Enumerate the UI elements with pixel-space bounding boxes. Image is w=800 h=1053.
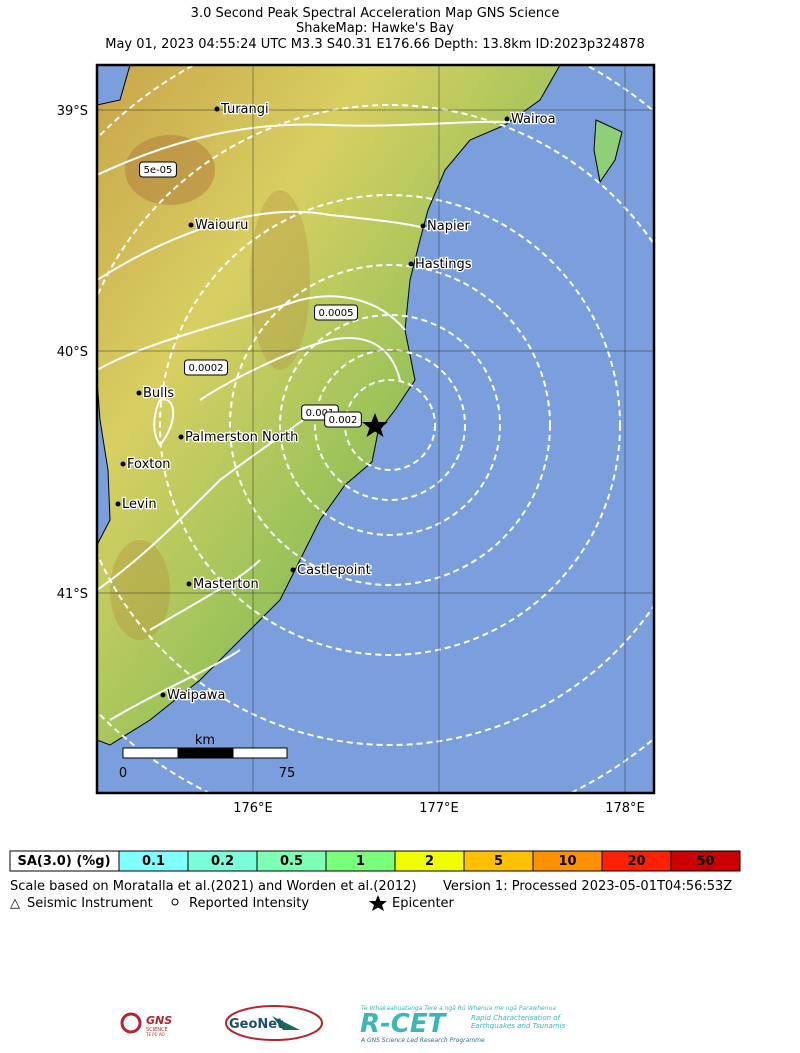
scale-bar: km 0 75 — [119, 733, 295, 781]
legend-swatch — [670, 850, 741, 872]
legend-label: 2 — [425, 854, 434, 869]
rcet-desc: Earthquakes and Tsunamis — [471, 1022, 566, 1030]
scale-label: 75 — [279, 766, 296, 781]
contour-label-box — [139, 161, 177, 178]
scale-segment — [122, 747, 179, 759]
city-dot — [120, 461, 126, 467]
city-dot — [408, 261, 414, 267]
rcet-footer: A GNS Science Led Research Programme — [360, 1037, 485, 1044]
contour-label: 0.002 — [329, 415, 358, 426]
gns-logo: TE PŪ AO — [145, 1032, 165, 1037]
city-dot — [420, 223, 426, 229]
legend-label: 1 — [356, 854, 365, 869]
legend-title: SA(3.0) (%g) — [17, 854, 110, 869]
city-dot — [136, 390, 142, 396]
graticule: 39°S 40°S 41°S 176°E 177°E 178°E — [57, 65, 654, 816]
scale-unit: km — [195, 733, 215, 748]
city-dot — [160, 692, 166, 698]
event-info: May 01, 2023 04:55:24 UTC M3.3 S40.31 E1… — [105, 37, 644, 52]
legend-label: 50 — [696, 854, 714, 869]
city-label: Hastings — [415, 257, 472, 272]
city-label: Napier — [427, 219, 471, 234]
contour-label-box — [184, 359, 228, 376]
version: Version 1: Processed 2023-05-01T04:56:53… — [443, 879, 732, 894]
lat-label: 40°S — [57, 345, 88, 360]
city-dot — [186, 581, 192, 587]
city-label: Waipawa — [167, 688, 225, 703]
legend: SA(3.0) (%g) 0.1 0.2 0.5 1 2 5 10 20 50 — [9, 850, 741, 872]
contour-label: 0.0002 — [189, 363, 224, 374]
symbol-label: Epicenter — [392, 896, 455, 911]
legend-label: 5 — [494, 854, 503, 869]
symbol-icon — [369, 895, 387, 911]
symbol-icon — [171, 898, 179, 906]
lon-label: 176°E — [233, 801, 273, 816]
city-label: Foxton — [127, 457, 171, 472]
rcet-desc: Rapid Characterisation of — [471, 1014, 562, 1022]
epicenter — [362, 413, 388, 437]
geonet-mountain — [272, 1016, 300, 1030]
symbol-label: Seismic Instrument — [27, 896, 153, 911]
cities: Turangi Wairoa Waiouru Napier Hastings Bulls P… — [115, 101, 557, 704]
rcet-tagline: Te Whakaahuatanga Tere a ngā Rū Whenua m… — [361, 1005, 556, 1012]
map-area — [97, 65, 654, 793]
city-label: Bulls — [143, 386, 174, 401]
contour-label-box — [314, 304, 358, 321]
geonet-logo: GeoNet — [229, 1017, 283, 1032]
terrain — [110, 540, 170, 640]
geonet-ring — [225, 1005, 323, 1041]
gns-logo: SCIENCE — [146, 1027, 168, 1033]
rcet-logo: R-CET — [360, 1009, 448, 1039]
scale-note: Scale based on Moratalla et al.(2021) an… — [10, 879, 417, 894]
symbol-label: Reported Intensity — [189, 896, 309, 911]
gns-icon — [120, 1012, 142, 1034]
lon-label: 178°E — [605, 801, 645, 816]
legend-label: 0.5 — [280, 854, 303, 869]
city-dot — [178, 434, 184, 440]
contour-label: 5e-05 — [144, 165, 173, 176]
city-label: Masterton — [193, 577, 259, 592]
terrain — [250, 190, 310, 370]
gns-logo: GNS — [146, 1014, 172, 1027]
lat-label: 39°S — [57, 104, 88, 119]
legend-label: 0.1 — [142, 854, 165, 869]
legend-label: 0.2 — [211, 854, 234, 869]
city-label: Castlepoint — [297, 563, 371, 578]
city-label: Turangi — [220, 102, 269, 117]
legend-label: 20 — [627, 854, 645, 869]
city-label: Waiouru — [195, 218, 248, 233]
city-dot — [115, 501, 121, 507]
scale-label: 0 — [119, 766, 127, 781]
city-label: Palmerston North — [185, 430, 298, 445]
lat-label: 41°S — [57, 587, 88, 602]
city-dot — [290, 567, 296, 573]
contour-label: 0.0005 — [319, 308, 354, 319]
city-dot — [504, 116, 510, 122]
title: 3.0 Second Peak Spectral Acceleration Ma… — [191, 6, 560, 21]
logos: GNS SCIENCE TE PŪ AO GeoNet Te Whakaahua… — [120, 1005, 566, 1044]
contour-label-box — [324, 411, 362, 428]
city-label: Levin — [122, 497, 157, 512]
contour-label: 0.001 — [306, 408, 335, 419]
symbol-icon: △ — [10, 896, 20, 911]
lon-label: 177°E — [419, 801, 459, 816]
map-frame — [95, 63, 656, 795]
scale-segment — [232, 747, 288, 759]
city-label: Wairoa — [511, 112, 556, 127]
city-dot — [188, 222, 194, 228]
header: 3.0 Second Peak Spectral Acceleration Ma… — [105, 6, 644, 52]
subtitle: ShakeMap: Hawke's Bay — [296, 21, 454, 36]
city-dot — [214, 106, 220, 112]
scale-segment — [177, 747, 234, 759]
legend-label: 10 — [558, 854, 576, 869]
land — [593, 119, 623, 184]
contours — [97, 65, 654, 793]
footer: Scale based on Moratalla et al.(2021) an… — [10, 879, 732, 911]
